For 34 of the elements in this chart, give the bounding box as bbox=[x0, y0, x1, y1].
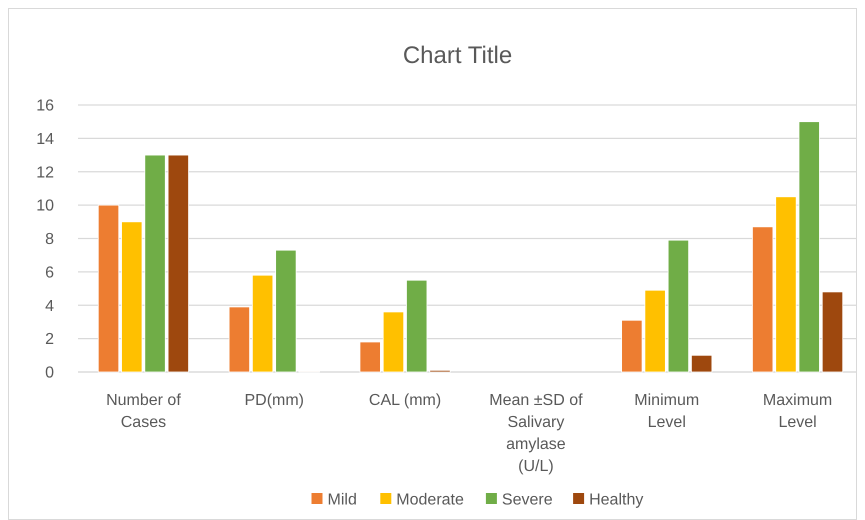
y-tick-label: 8 bbox=[45, 231, 54, 248]
bar bbox=[228, 306, 250, 372]
bar bbox=[121, 221, 142, 372]
x-tick-label: Minimum Level bbox=[634, 392, 700, 431]
bar bbox=[144, 154, 166, 372]
legend-label: Healthy bbox=[589, 492, 644, 509]
y-tick-label: 16 bbox=[36, 98, 54, 115]
y-tick-label: 10 bbox=[36, 198, 54, 215]
bar bbox=[168, 154, 189, 372]
x-tick-label: Maximum Level bbox=[762, 392, 832, 431]
chart-title: Chart Title bbox=[402, 42, 512, 69]
bar bbox=[621, 320, 642, 372]
bar bbox=[98, 204, 120, 372]
x-tick-label: CAL (mm) bbox=[368, 392, 442, 409]
bar bbox=[775, 196, 797, 372]
y-tick-label: 0 bbox=[45, 364, 54, 382]
bar bbox=[691, 354, 712, 372]
y-tick-label: 14 bbox=[36, 130, 54, 148]
bar bbox=[798, 121, 820, 372]
x-tick-label: PD(mm) bbox=[244, 392, 304, 409]
bar bbox=[406, 280, 428, 372]
legend-label: Moderate bbox=[396, 492, 464, 509]
y-tick-label: 6 bbox=[45, 264, 54, 282]
y-tick-label: 12 bbox=[36, 164, 54, 182]
legend-label: Severe bbox=[502, 492, 553, 509]
legend-label: Mild bbox=[328, 492, 357, 509]
y-tick-label: 4 bbox=[45, 298, 54, 315]
x-tick-label: Number of Cases bbox=[106, 392, 182, 431]
bar bbox=[360, 342, 381, 372]
y-tick-label: 2 bbox=[45, 331, 54, 348]
bar bbox=[752, 226, 774, 372]
bar bbox=[822, 292, 844, 372]
x-tick-label: Mean ±SD of Salivary amylase (U/L) bbox=[489, 392, 584, 475]
bar bbox=[382, 312, 404, 372]
